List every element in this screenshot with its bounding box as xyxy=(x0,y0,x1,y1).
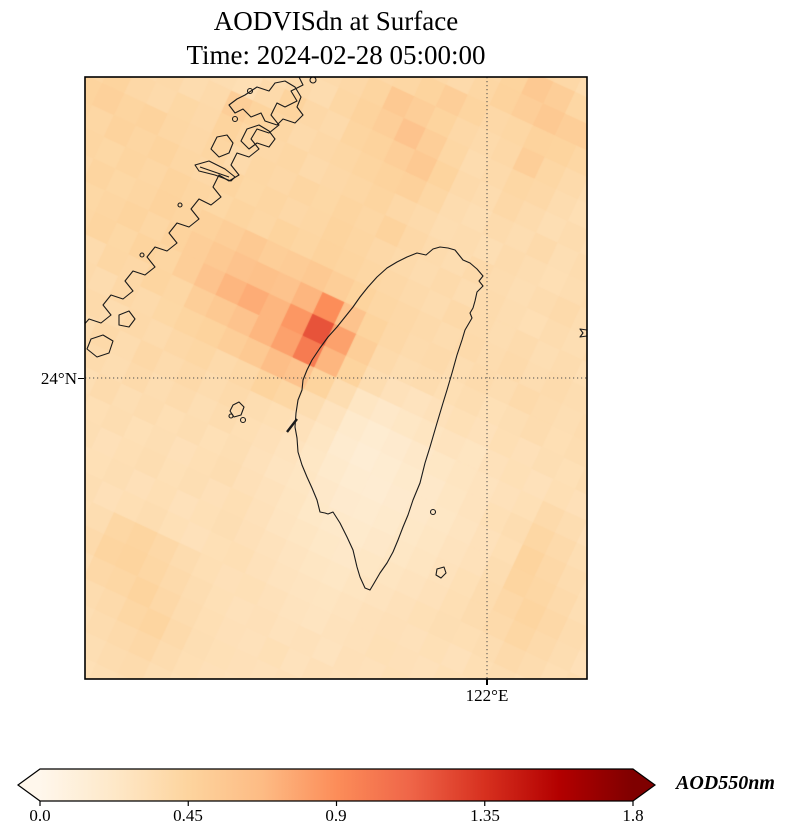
taiwan-coastline xyxy=(294,246,484,591)
y-tick-mark xyxy=(78,377,84,379)
green-island xyxy=(429,508,437,516)
islet-d xyxy=(139,252,145,258)
islet-c xyxy=(177,202,183,208)
chart-title: AODVISdn at Surface xyxy=(213,6,459,36)
colorbar-tick-09: 0.9 xyxy=(325,806,347,825)
islet-a xyxy=(246,87,254,95)
penghu-island-3 xyxy=(228,413,234,419)
right-edge-islet xyxy=(579,328,587,338)
island-cluster-mid xyxy=(210,134,234,158)
y-axis-tick-label: 24°N xyxy=(40,369,77,388)
islet-b xyxy=(231,115,239,123)
colorbar-tick-marks xyxy=(39,801,634,806)
islet-coastal xyxy=(118,310,136,328)
colorbar-title: AOD550nm xyxy=(676,772,775,794)
penghu-island-2 xyxy=(239,416,247,424)
colorbar-svg xyxy=(16,768,657,806)
penghu-island-1 xyxy=(229,401,245,418)
islet-north xyxy=(309,77,317,84)
chart-subtitle-time: Time: 2024-02-28 05:00:00 xyxy=(186,40,486,70)
x-tick-mark xyxy=(486,679,488,685)
orchid-island xyxy=(435,566,447,579)
colorbar-tick-045: 0.45 xyxy=(173,806,203,825)
colorbar-tick-0: 0.0 xyxy=(29,806,51,825)
island-complex-north xyxy=(228,80,304,126)
mainland-coastline xyxy=(85,77,304,325)
colorbar-tick-135: 1.35 xyxy=(470,806,500,825)
aod-heatmap-canvas xyxy=(85,77,587,679)
map-overlay-svg xyxy=(84,76,588,680)
map-border xyxy=(84,76,588,680)
island-peninsula xyxy=(240,124,276,150)
island-sliver xyxy=(194,160,236,182)
colorbar-bar xyxy=(16,768,657,802)
island-left-edge xyxy=(86,334,114,358)
colorbar-tick-18: 1.8 xyxy=(622,806,644,825)
island-sliver-inner-line xyxy=(199,166,230,178)
x-axis-tick-label: 122°E xyxy=(465,686,509,705)
